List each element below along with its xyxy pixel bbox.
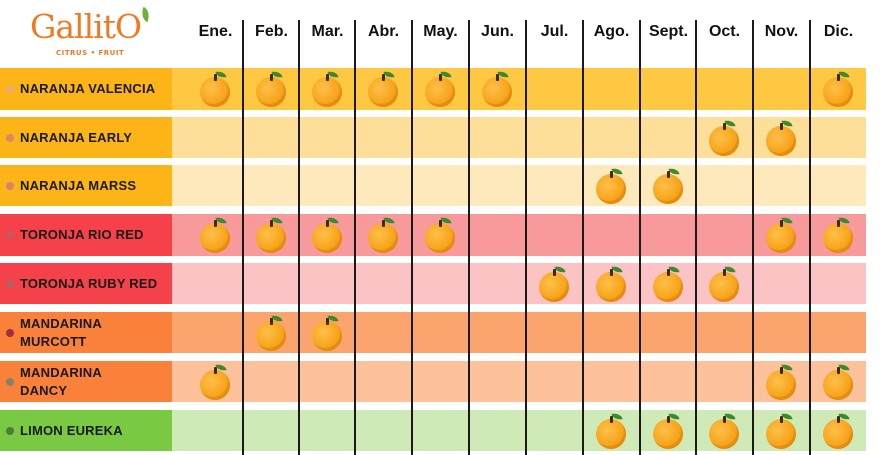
orange-fruit-icon	[651, 264, 687, 304]
orange-fruit-icon	[764, 118, 800, 158]
column-divider	[809, 20, 811, 455]
variety-name: TORONJA RUBY RED	[20, 275, 158, 291]
column-divider	[354, 20, 356, 455]
column-divider	[525, 20, 527, 455]
variety-row: TORONJA RUBY RED	[0, 263, 866, 304]
column-divider	[695, 20, 697, 455]
orange-fruit-icon	[366, 70, 402, 109]
orange-fruit-icon	[480, 70, 516, 109]
season-band	[172, 68, 866, 110]
column-divider	[582, 20, 584, 455]
variety-name: NARANJA VALENCIA	[20, 81, 156, 96]
month-label: Dic.	[823, 23, 854, 40]
variety-name: MANDARINA DANCY	[20, 364, 102, 398]
orange-fruit-icon	[764, 362, 800, 402]
month-label: Oct.	[708, 23, 741, 40]
variety-row: MANDARINA MURCOTT	[0, 312, 866, 353]
season-band	[172, 312, 866, 353]
orange-fruit-icon	[594, 411, 630, 451]
orange-fruit-icon	[310, 70, 346, 109]
bullet-dot-icon	[6, 85, 14, 93]
month-label: Jul.	[540, 23, 569, 40]
variety-row: TORONJA RIO RED	[0, 214, 866, 256]
orange-fruit-icon	[707, 411, 743, 451]
orange-fruit-icon	[594, 264, 630, 304]
month-label: Sept.	[648, 23, 689, 40]
season-band	[172, 410, 866, 451]
orange-fruit-icon	[198, 70, 234, 109]
bullet-dot-icon	[6, 377, 14, 386]
column-divider	[639, 20, 641, 455]
season-band	[172, 117, 866, 158]
bullet-dot-icon	[6, 231, 14, 239]
orange-fruit-icon	[198, 216, 234, 255]
orange-fruit-icon	[366, 216, 402, 255]
column-divider	[468, 20, 470, 455]
season-band	[172, 165, 866, 206]
variety-name: LIMON EUREKA	[20, 422, 123, 438]
month-label: Abr.	[367, 23, 400, 40]
orange-fruit-icon	[254, 216, 290, 255]
season-band	[172, 263, 866, 304]
month-label: Feb.	[255, 23, 288, 40]
variety-name: TORONJA RIO RED	[20, 227, 144, 242]
variety-label: NARANJA EARLY	[0, 117, 172, 158]
month-label: Mar.	[311, 23, 344, 40]
variety-name: NARANJA MARSS	[20, 177, 137, 193]
orange-fruit-icon	[198, 362, 234, 402]
month-label: Jun.	[481, 23, 514, 40]
bullet-dot-icon	[6, 328, 14, 337]
bullet-dot-icon	[6, 133, 14, 142]
column-divider	[752, 20, 754, 455]
orange-fruit-icon	[707, 264, 743, 304]
orange-fruit-icon	[651, 166, 687, 206]
variety-label: MANDARINA DANCY	[0, 361, 172, 402]
orange-fruit-icon	[764, 411, 800, 451]
orange-fruit-icon	[537, 264, 573, 304]
orange-fruit-icon	[821, 70, 857, 109]
bullet-dot-icon	[6, 181, 14, 190]
variety-name: MANDARINA MURCOTT	[20, 315, 102, 349]
variety-row: NARANJA VALENCIA	[0, 68, 866, 110]
variety-name: NARANJA EARLY	[20, 129, 133, 145]
variety-row: NARANJA EARLY	[0, 117, 866, 158]
column-divider	[242, 20, 244, 455]
month-label: May.	[423, 23, 458, 40]
column-divider	[411, 20, 413, 455]
variety-label: NARANJA MARSS	[0, 165, 172, 206]
orange-fruit-icon	[651, 411, 687, 451]
orange-fruit-icon	[310, 313, 346, 353]
bullet-dot-icon	[6, 279, 14, 288]
season-band	[172, 361, 866, 402]
orange-fruit-icon	[594, 166, 630, 206]
orange-fruit-icon	[707, 118, 743, 158]
month-label: Ene.	[198, 23, 233, 40]
orange-fruit-icon	[821, 411, 857, 451]
orange-fruit-icon	[764, 216, 800, 255]
variety-label: TORONJA RUBY RED	[0, 263, 172, 304]
variety-label: NARANJA VALENCIA	[0, 68, 172, 110]
variety-row: LIMON EUREKA	[0, 410, 866, 451]
season-band	[172, 214, 866, 256]
orange-fruit-icon	[423, 70, 459, 109]
bullet-dot-icon	[6, 426, 14, 435]
month-label: Ago.	[593, 23, 630, 40]
logo-wordmark: GallitO	[30, 7, 142, 46]
orange-fruit-icon	[310, 216, 346, 255]
month-label: Nov.	[764, 23, 799, 40]
column-divider	[298, 20, 300, 455]
variety-label: LIMON EUREKA	[0, 410, 172, 451]
logo-subtitle: CITRUS • FRUIT	[56, 49, 125, 57]
orange-fruit-icon	[254, 70, 290, 109]
gallito-logo: GallitO CITRUS • FRUIT	[22, 6, 172, 64]
orange-fruit-icon	[423, 216, 459, 255]
variety-label: MANDARINA MURCOTT	[0, 312, 172, 353]
variety-row: NARANJA MARSS	[0, 165, 866, 206]
variety-row: MANDARINA DANCY	[0, 361, 866, 402]
variety-label: TORONJA RIO RED	[0, 214, 172, 256]
orange-fruit-icon	[821, 362, 857, 402]
orange-fruit-icon	[821, 216, 857, 255]
orange-fruit-icon	[254, 313, 290, 353]
